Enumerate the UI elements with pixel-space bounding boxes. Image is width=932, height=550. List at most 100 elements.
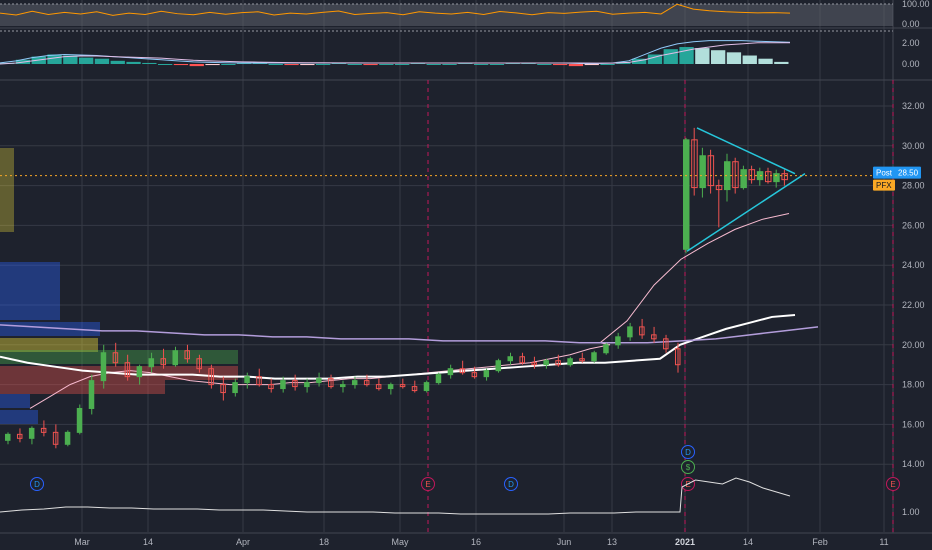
- x-tick-label: 2021: [675, 537, 695, 547]
- candle-body: [28, 427, 35, 439]
- macd-histogram-bar: [711, 50, 726, 64]
- candle-body: [148, 358, 155, 368]
- candle-body: [256, 376, 262, 386]
- macd-histogram-bar: [426, 64, 441, 65]
- x-tick-label: 11: [879, 537, 888, 547]
- candle-body: [399, 384, 406, 388]
- macd-histogram-bar: [252, 62, 268, 64]
- event-marker-dividend: [30, 477, 44, 491]
- candle-body: [88, 380, 95, 409]
- candle-body: [423, 382, 430, 392]
- candle-body: [208, 368, 214, 386]
- candle-body: [683, 139, 690, 250]
- x-tick-label: May: [391, 537, 409, 547]
- volume-profile-bar: [0, 410, 38, 424]
- macd-histogram-bar: [774, 61, 789, 64]
- x-tick-label: Feb: [812, 537, 828, 547]
- relative-volume-line: [0, 477, 791, 515]
- x-tick-label: 14: [143, 537, 153, 547]
- event-marker-dividend: [504, 477, 518, 491]
- macd-histogram-bar: [158, 64, 173, 65]
- candle-body: [184, 350, 190, 360]
- candle-body: [411, 386, 418, 392]
- candle-body: [363, 380, 370, 386]
- oscillator-tick-label: 0.00: [902, 19, 920, 29]
- candle-body: [244, 376, 250, 384]
- ticker-badge: [873, 179, 895, 191]
- candle-body: [172, 350, 178, 366]
- event-marker-label: E: [890, 480, 895, 489]
- event-marker-dividend: [681, 445, 695, 459]
- candle-body: [765, 171, 772, 183]
- candle-body: [507, 356, 513, 362]
- candle-body: [160, 358, 167, 366]
- post-price: 28.50: [898, 169, 919, 178]
- macd-histogram-bar: [379, 64, 394, 65]
- candle-body: [112, 352, 119, 364]
- candle-body: [459, 368, 466, 374]
- macd-histogram-bar: [316, 64, 331, 65]
- macd-histogram-bar: [600, 64, 615, 65]
- post-price-badge: [873, 166, 921, 179]
- volume-profile-bar: [0, 380, 165, 394]
- volume-profile-bar: [0, 350, 238, 364]
- candle-body: [699, 155, 706, 189]
- macd-histogram-bar: [363, 64, 378, 66]
- candle-body: [732, 161, 739, 189]
- event-marker-label: E: [685, 480, 690, 489]
- oscillator-band: [0, 4, 893, 26]
- volume-profile-bar: [0, 262, 60, 320]
- candle-body: [691, 139, 698, 189]
- macd-histogram-bar: [300, 64, 315, 66]
- candle-body: [328, 378, 334, 388]
- candle-body: [663, 338, 669, 350]
- macd-histogram-bar: [442, 64, 457, 65]
- trendline-lower: [686, 173, 806, 252]
- candle-body: [40, 427, 47, 433]
- candle-body: [567, 358, 573, 366]
- y-tick-label: 32.00: [902, 101, 925, 111]
- candle-body: [232, 382, 238, 394]
- candle-body: [76, 407, 83, 433]
- candle-body: [651, 334, 657, 340]
- macd-histogram-bar: [632, 58, 647, 64]
- candle-body: [340, 384, 346, 388]
- event-marker-split: [681, 460, 695, 474]
- candle-body: [375, 384, 382, 390]
- macd-histogram-bar: [521, 62, 536, 64]
- x-tick-label: 13: [607, 537, 617, 547]
- oscillator-tick-label: 100.00: [902, 0, 930, 9]
- candle-body: [280, 380, 286, 390]
- macd-histogram-bar: [537, 64, 552, 65]
- candle-body: [268, 384, 274, 390]
- candle-body: [773, 173, 780, 183]
- y-tick-label: 26.00: [902, 220, 925, 230]
- macd-tick-label: 0.00: [902, 59, 920, 69]
- macd-histogram-bar: [553, 64, 568, 66]
- candle-body: [555, 360, 561, 366]
- y-tick-label: 20.00: [902, 340, 925, 350]
- volume-profile-bar: [0, 148, 14, 232]
- y-tick-label: 16.00: [902, 419, 925, 429]
- candle-body: [483, 370, 490, 378]
- candle-body: [471, 372, 478, 378]
- candle-body: [579, 358, 585, 362]
- macd-histogram-bar: [189, 64, 204, 67]
- candle-body: [316, 378, 322, 384]
- event-marker-earnings: [886, 477, 900, 491]
- post-label: Post: [876, 169, 893, 178]
- macd-histogram-bar: [47, 54, 62, 64]
- ticker-label: PFX: [876, 181, 892, 190]
- y-tick-label: 22.00: [902, 300, 925, 310]
- macd-histogram-bar: [173, 64, 189, 66]
- event-marker-earnings: [421, 477, 435, 491]
- macd-histogram-bar: [268, 64, 283, 65]
- event-marker-label: D: [508, 480, 514, 489]
- macd-histogram-bar: [126, 61, 141, 64]
- y-tick-label: 28.00: [902, 181, 925, 191]
- volume-profile-bar: [0, 322, 100, 336]
- candle-body: [675, 348, 681, 366]
- x-tick-label: Apr: [236, 537, 250, 547]
- candle-body: [627, 326, 633, 338]
